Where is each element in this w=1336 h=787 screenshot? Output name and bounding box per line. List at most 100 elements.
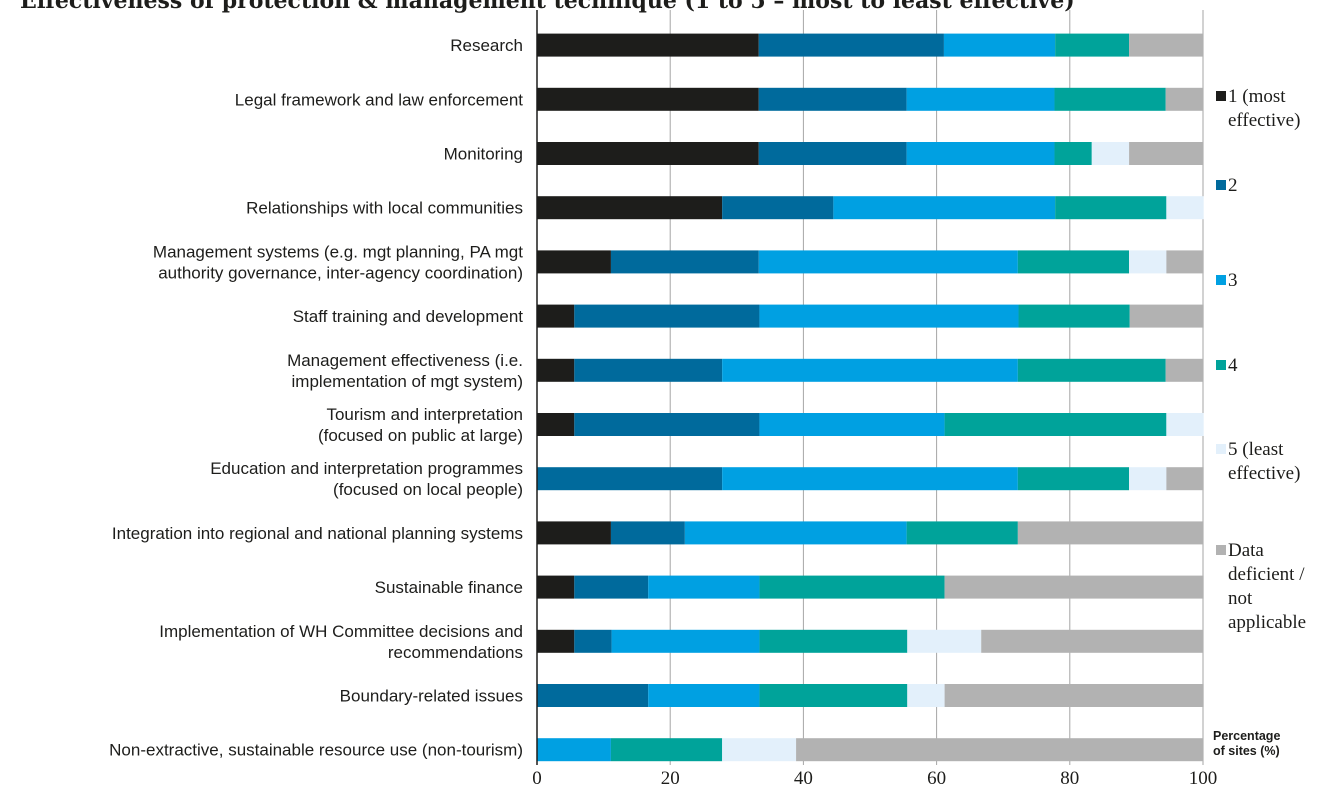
legend-label: 5 (least xyxy=(1228,439,1284,460)
category-label: Research xyxy=(450,36,523,55)
bar-segment xyxy=(537,87,759,111)
bar-segment xyxy=(1017,358,1166,382)
bar-segment xyxy=(1129,142,1203,165)
bar-segment xyxy=(944,575,1204,599)
legend-swatch xyxy=(1216,444,1226,454)
category-label: Staff training and development xyxy=(293,307,524,326)
bars xyxy=(537,33,1204,762)
legend-label: effective) xyxy=(1228,110,1300,131)
category-label: Legal framework and law enforcement xyxy=(235,90,523,109)
chart-title: Effectiveness of protection & management… xyxy=(20,0,1075,14)
bar-segment xyxy=(906,521,1018,545)
bar-segment xyxy=(1166,413,1204,436)
bar-segment xyxy=(537,304,575,328)
bar-segment xyxy=(574,358,723,382)
bar-segment xyxy=(537,33,759,57)
legend-label: deficient / xyxy=(1228,564,1305,585)
bar-segment xyxy=(1129,467,1167,491)
bar-segment xyxy=(944,684,1204,707)
category-labels: Research Legal framework and law enforcem… xyxy=(109,36,523,760)
bar-segment xyxy=(759,304,1019,328)
bar-segment xyxy=(722,738,797,762)
bar-segment xyxy=(1017,521,1203,545)
bar-segment xyxy=(758,87,907,111)
bar-segment xyxy=(610,250,759,274)
bar-segment xyxy=(1017,250,1130,274)
legend-swatch xyxy=(1216,545,1226,555)
bar-segment xyxy=(537,358,575,382)
category-label: Monitoring xyxy=(444,145,523,164)
bar-segment xyxy=(758,142,907,165)
bar-segment xyxy=(574,629,612,653)
bar-segment xyxy=(796,738,1203,762)
bar-segment xyxy=(758,33,944,57)
bar-segment xyxy=(1055,33,1130,57)
category-label: Management effectiveness (i.e. xyxy=(287,351,523,370)
bar-segment xyxy=(1091,142,1130,165)
legend-swatch xyxy=(1216,360,1226,370)
category-label: Sustainable finance xyxy=(375,578,523,597)
bar-segment xyxy=(611,629,760,653)
x-tick-label: 0 xyxy=(532,768,542,787)
category-label: Boundary-related issues xyxy=(340,687,523,706)
bar-segment xyxy=(574,304,760,328)
category-label: Non-extractive, sustainable resource use… xyxy=(109,741,523,760)
bar-segment xyxy=(610,521,685,545)
bar-segment xyxy=(537,684,649,707)
bar-segment xyxy=(722,358,1018,382)
bar-segment xyxy=(1054,87,1166,111)
category-label: Integration into regional and national p… xyxy=(112,524,523,543)
legend-label: 3 xyxy=(1228,270,1238,291)
bar-segment xyxy=(943,33,1056,57)
bar-segment xyxy=(759,684,908,707)
category-label: (focused on local people) xyxy=(333,480,523,499)
category-label: Relationships with local communities xyxy=(246,199,523,218)
bar-segment xyxy=(759,413,945,436)
x-tick-label: 20 xyxy=(661,768,680,787)
category-label: (focused on public at large) xyxy=(318,426,523,445)
bar-segment xyxy=(574,413,760,436)
bar-segment xyxy=(833,196,1056,220)
bar-segment xyxy=(722,196,834,220)
x-tick-label: 100 xyxy=(1189,768,1218,787)
category-label: Tourism and interpretation xyxy=(326,405,523,424)
bar-segment xyxy=(574,575,649,599)
bar-segment xyxy=(648,684,760,707)
bar-segment xyxy=(1165,87,1203,111)
bar-segment xyxy=(537,521,611,545)
legend-swatch xyxy=(1216,91,1226,101)
bar-segment xyxy=(944,413,1167,436)
bar-segment xyxy=(537,250,611,274)
x-tick-label: 40 xyxy=(794,768,813,787)
bar-segment xyxy=(907,684,945,707)
category-label: Implementation of WH Committee decisions… xyxy=(159,622,523,641)
category-label: Management systems (e.g. mgt planning, P… xyxy=(153,242,523,261)
legend-label: 4 xyxy=(1228,355,1238,376)
bar-segment xyxy=(759,575,945,599)
bar-segment xyxy=(537,196,723,220)
category-label: authority governance, inter-agency coord… xyxy=(158,263,523,282)
bar-segment xyxy=(1166,250,1204,274)
bar-segment xyxy=(537,142,759,165)
bar-segment xyxy=(1055,196,1167,220)
x-axis-label: Percentage of sites (%) xyxy=(1213,729,1280,758)
legend-label: effective) xyxy=(1228,463,1300,484)
bar-segment xyxy=(537,738,611,762)
bar-segment xyxy=(1129,304,1204,328)
bar-segment xyxy=(537,629,575,653)
bar-segment xyxy=(1129,33,1203,57)
bar-segment xyxy=(1165,358,1203,382)
legend-swatch xyxy=(1216,275,1226,285)
bar-segment xyxy=(1166,196,1204,220)
bar-segment xyxy=(537,467,723,491)
bar-segment xyxy=(1017,467,1130,491)
bar-segment xyxy=(758,250,1018,274)
bar-segment xyxy=(1129,250,1167,274)
category-label: implementation of mgt system) xyxy=(292,372,523,391)
bar-segment xyxy=(684,521,907,545)
legend-label: not xyxy=(1228,588,1253,609)
bar-segment xyxy=(981,629,1203,653)
bar-segment xyxy=(537,575,575,599)
legend-label: Data xyxy=(1228,540,1264,561)
